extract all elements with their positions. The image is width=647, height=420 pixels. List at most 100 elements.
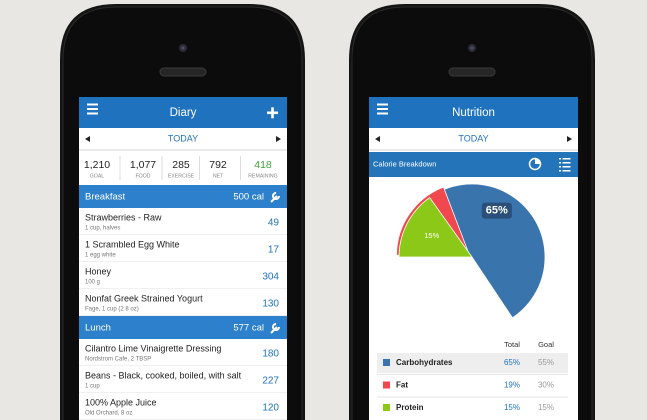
- food-entry[interactable]: Honey 100 g 304: [79, 262, 287, 290]
- summary-value: 285: [172, 159, 190, 171]
- row-background: [79, 339, 287, 366]
- food-calories: 227: [262, 376, 279, 387]
- slice-label: 15%: [424, 231, 439, 240]
- food-detail: 1 cup: [85, 384, 100, 390]
- food-entry[interactable]: Strawberries - Raw 1 cup, halves 49: [79, 208, 287, 236]
- date-bar: [79, 128, 287, 150]
- list-icon: [562, 170, 571, 172]
- section-title: Calorie Breakdown: [373, 159, 436, 168]
- next-day-button[interactable]: [276, 136, 281, 142]
- date-label: TODAY: [168, 133, 198, 143]
- food-detail: 1 egg white: [85, 253, 116, 259]
- food-entry[interactable]: 1 Scrambled Egg White 1 egg white 17: [79, 235, 287, 263]
- summary-value: 418: [254, 159, 272, 171]
- column-header: Goal: [538, 340, 554, 349]
- nutrient-total: 19%: [504, 381, 520, 390]
- food-entry[interactable]: Beans - Black, cooked, boiled, with salt…: [79, 366, 287, 394]
- menu-icon-bar: [377, 103, 388, 106]
- meal-calories: 577 cal: [233, 323, 264, 334]
- food-name: Nonfat Greek Strained Yogurt: [85, 293, 203, 303]
- row-background: [79, 235, 287, 262]
- section-bar: [369, 152, 578, 177]
- pie-slice: [398, 196, 473, 258]
- menu-icon-bar: [87, 112, 98, 115]
- row-background: [79, 262, 287, 289]
- menu-icon-bar: [377, 108, 388, 110]
- nutrient-total: 65%: [504, 358, 520, 367]
- summary-label: FOOD: [136, 173, 151, 179]
- date-bar: [369, 128, 578, 150]
- nutrient-name: Protein: [396, 403, 424, 412]
- legend-swatch: [383, 359, 390, 366]
- date-label: TODAY: [458, 133, 488, 143]
- nutrient-name: Carbohydrates: [396, 358, 453, 367]
- summary-value: 1,210: [84, 159, 110, 171]
- food-detail: Fage, 1 cup (2 8 oz): [85, 307, 139, 313]
- summary-value: 792: [209, 159, 227, 171]
- food-name: 1 Scrambled Egg White: [85, 239, 180, 249]
- menu-icon-bar: [87, 103, 98, 106]
- food-detail: Old Orchard, 8 oz: [85, 411, 132, 417]
- nutrient-goal: 15%: [538, 403, 554, 412]
- row-background: [79, 208, 287, 235]
- food-calories: 130: [262, 299, 279, 310]
- food-name: Beans - Black, cooked, boiled, with salt: [85, 370, 242, 380]
- row-background: [79, 289, 287, 316]
- food-name: Honey: [85, 266, 112, 276]
- food-detail: 1 cup, halves: [85, 226, 120, 232]
- food-name: 100% Apple Juice: [85, 397, 157, 407]
- menu-icon-bar: [377, 112, 388, 115]
- row-background: [79, 393, 287, 420]
- food-entry[interactable]: Cilantro Lime Vinaigrette Dressing Nordst…: [79, 339, 287, 367]
- app-header: [369, 97, 578, 128]
- food-entry[interactable]: Nonfat Greek Strained Yogurt Fage, 1 cup …: [79, 289, 287, 317]
- column-header: Total: [504, 340, 520, 349]
- list-icon: [559, 170, 561, 172]
- chart-view-button[interactable]: [528, 157, 542, 171]
- list-icon: [559, 162, 561, 164]
- menu-icon-bar: [87, 108, 98, 110]
- food-calories: 304: [262, 272, 279, 283]
- nutrient-goal: 55%: [538, 358, 554, 367]
- list-icon: [562, 166, 571, 168]
- menu-button[interactable]: [87, 103, 98, 115]
- label-background: [481, 202, 512, 219]
- edit-meal-button[interactable]: [270, 323, 280, 334]
- menu-button[interactable]: [377, 103, 388, 115]
- food-entry[interactable]: 100% Apple Juice Old Orchard, 8 oz 120: [79, 393, 287, 420]
- row-highlight: [377, 353, 568, 373]
- summary-label: REMAINING: [248, 173, 277, 179]
- food-calories: 120: [262, 403, 279, 414]
- next-day-button[interactable]: [567, 136, 572, 142]
- prev-day-button[interactable]: [375, 136, 380, 142]
- food-detail: 100 g: [85, 280, 100, 286]
- food-calories: 49: [268, 218, 280, 229]
- meal-header: [79, 316, 287, 339]
- list-icon: [562, 158, 571, 160]
- summary-value: 1,077: [130, 159, 156, 171]
- meal-name: Breakfast: [85, 192, 125, 203]
- add-button[interactable]: [267, 107, 278, 119]
- list-icon: [562, 162, 571, 164]
- summary-label: GOAL: [90, 173, 105, 179]
- meal-header: [79, 185, 287, 208]
- nutrition-screen: Nutrition TODAY Calorie Breakdown 65% 19% 15%…: [369, 97, 578, 412]
- meal-name: Lunch: [85, 323, 111, 334]
- nutrient-name: Fat: [396, 381, 408, 390]
- nutrient-goal: 30%: [538, 381, 554, 390]
- nutrient-total: 15%: [504, 403, 520, 412]
- summary-label: EXERCISE: [168, 173, 195, 179]
- list-view-button[interactable]: [559, 158, 571, 172]
- prev-day-button[interactable]: [85, 136, 90, 142]
- plus-icon: [271, 107, 274, 119]
- food-calories: 180: [262, 349, 279, 360]
- edit-meal-button[interactable]: [270, 192, 280, 203]
- legend-swatch: [383, 404, 390, 411]
- pie-icon: [535, 158, 541, 164]
- food-name: Strawberries - Raw: [85, 212, 162, 222]
- diary-screen: Diary TODAY 1,210 GOAL 1,077 FOOD 285 EXERCISE 7…: [79, 97, 287, 420]
- summary-label: NET: [213, 173, 224, 179]
- slice-label: 65%: [486, 205, 508, 217]
